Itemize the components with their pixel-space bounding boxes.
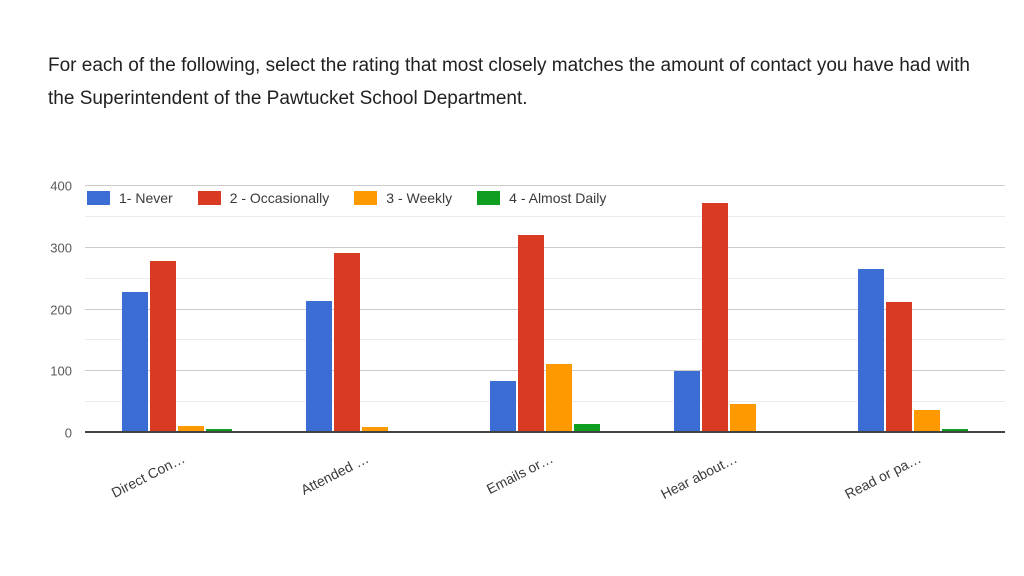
legend-item-4-almost-daily: 4 - Almost Daily	[477, 190, 606, 206]
gridline-150	[85, 339, 1005, 341]
gridline-50	[85, 401, 1005, 403]
gridline-400	[85, 185, 1005, 186]
bars-hear-about	[674, 186, 784, 433]
gridline-250	[85, 277, 1005, 279]
legend-item-3-weekly: 3 - Weekly	[354, 190, 452, 206]
legend-label-3-weekly: 3 - Weekly	[386, 190, 453, 206]
category-group-attended: Attended …	[269, 186, 453, 498]
legend-item-2-occasionally: 2 - Occasionally	[197, 190, 330, 206]
legend-item-1-never: 1- Never	[87, 190, 173, 206]
bars-attended	[306, 186, 416, 433]
legend-swatch-3-weekly	[354, 191, 378, 205]
bar-2-occasionally-hear-about	[702, 202, 728, 433]
y-axis-tick-labels: 0 100 200 300 400	[50, 179, 1005, 441]
x-category-label-direct-con: Direct Con…	[108, 450, 188, 501]
bar-3-weekly-emails-or	[546, 364, 572, 433]
bar-2-occasionally-direct-con	[150, 261, 176, 433]
gridline-350	[85, 215, 1005, 217]
bar-1-never-direct-con	[122, 292, 148, 433]
x-category-label-attended: Attended …	[298, 450, 372, 498]
x-axis-baseline	[85, 431, 1005, 433]
legend-label-2-occasionally: 2 - Occasionally	[229, 190, 330, 206]
bar-1-never-attended	[306, 300, 332, 433]
y-gridlines	[85, 185, 1005, 433]
question-title: For each of the following, select the ra…	[48, 55, 971, 109]
gridline-200	[85, 308, 1005, 310]
category-group-emails-or: Emails or…	[453, 186, 637, 497]
bar-3-weekly-read-or-pa	[914, 409, 940, 433]
legend-label-1-never: 1- Never	[119, 190, 173, 206]
bars-read-or-pa	[858, 186, 968, 433]
plot-area: 0 100 200 300 400 1- Never 2 - Occasionally 3 …	[50, 179, 1005, 502]
bar-3-weekly-attended	[362, 427, 388, 433]
bar-4-almost-daily-emails-or	[574, 424, 600, 433]
gridline-300	[85, 246, 1005, 248]
gridline-100	[85, 370, 1005, 372]
bars-emails-or	[490, 186, 600, 433]
x-category-label-hear-about: Hear about…	[657, 450, 740, 503]
category-group-hear-about: Hear about…	[637, 186, 821, 502]
bar-3-weekly-direct-con	[178, 425, 204, 433]
legend-swatch-1-never	[87, 191, 110, 205]
x-category-label-emails-or: Emails or…	[483, 450, 556, 498]
bar-3-weekly-hear-about	[730, 403, 756, 433]
category-group-read-or-pa: Read or pa…	[821, 186, 1005, 502]
bar-1-never-read-or-pa	[858, 269, 884, 433]
y-tick-label-0: 0	[64, 425, 72, 441]
category-group-direct-con: Direct Con…	[85, 186, 269, 501]
legend-swatch-2-occasionally	[197, 191, 221, 205]
y-tick-label-300: 300	[50, 240, 72, 256]
legend-swatch-4-almost-daily	[477, 191, 501, 205]
bar-4-almost-daily-direct-con	[206, 428, 232, 433]
chart-legend: 1- Never 2 - Occasionally 3 - Weekly 4 - Al…	[87, 190, 606, 206]
bar-1-never-hear-about	[674, 371, 700, 433]
bar-groups: Direct Con… Attended … Emails or… Hear abou…	[85, 186, 1005, 502]
y-tick-label-200: 200	[50, 302, 72, 317]
legend-label-4-almost-daily: 4 - Almost Daily	[509, 190, 607, 206]
bar-2-occasionally-emails-or	[518, 235, 544, 433]
y-tick-label-100: 100	[50, 363, 72, 379]
bar-2-occasionally-read-or-pa	[886, 302, 912, 433]
bar-2-occasionally-attended	[334, 253, 360, 433]
bar-1-never-emails-or	[490, 380, 516, 433]
bars-direct-con	[122, 186, 232, 433]
x-category-label-read-or-pa: Read or pa…	[841, 450, 924, 503]
y-tick-label-400: 400	[50, 178, 72, 194]
